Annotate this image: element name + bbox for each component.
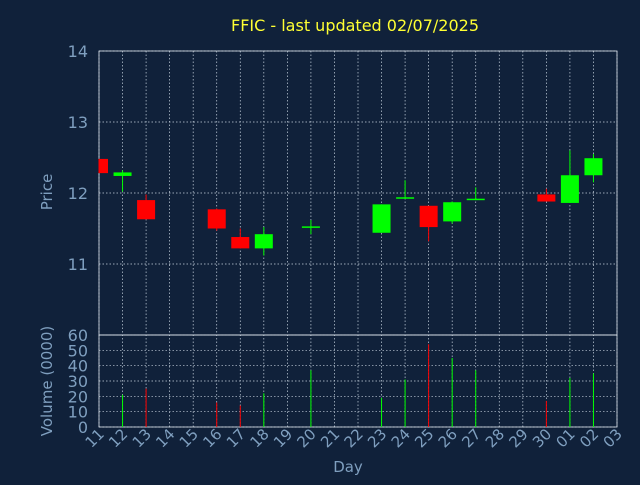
volume-axis-label: Volume (0000) xyxy=(38,326,56,436)
day-tick-label: 18 xyxy=(246,425,272,451)
candle xyxy=(207,208,226,231)
price-axis-label: Price xyxy=(38,174,56,211)
candle-body xyxy=(113,172,132,176)
candle xyxy=(537,188,556,202)
price-tick-label: 11 xyxy=(68,255,88,274)
candle xyxy=(137,194,156,220)
candle-body xyxy=(466,198,485,201)
candle xyxy=(466,187,485,201)
plot-frames xyxy=(98,50,618,428)
day-tick-label: 13 xyxy=(129,425,155,451)
chart-title: FFIC - last updated 02/07/2025 xyxy=(231,16,479,35)
day-tick-label: 20 xyxy=(294,425,320,451)
candle-body xyxy=(396,197,415,199)
day-tick-label: 12 xyxy=(105,425,131,451)
price-candles xyxy=(98,150,603,256)
candle-body xyxy=(443,202,462,222)
candle xyxy=(301,219,320,235)
candle xyxy=(98,158,108,174)
volume-tick-label: 10 xyxy=(68,403,88,422)
candle-body xyxy=(419,205,438,228)
candle xyxy=(584,153,603,183)
volume-bars xyxy=(122,344,594,427)
candle xyxy=(231,228,250,249)
day-tick-label: 03 xyxy=(600,425,626,451)
candle xyxy=(372,204,391,233)
volume-tick-label: 0 xyxy=(78,418,88,437)
price-tick-label: 12 xyxy=(68,184,88,203)
candle xyxy=(443,201,462,224)
candle xyxy=(560,150,579,203)
candle-body xyxy=(207,209,226,229)
volume-tick-label: 50 xyxy=(68,341,88,360)
candle-body xyxy=(301,226,320,228)
day-tick-label: 14 xyxy=(152,425,178,451)
day-tick-label: 17 xyxy=(223,425,249,451)
day-tick-label: 22 xyxy=(341,425,367,451)
day-tick-label: 02 xyxy=(576,425,602,451)
day-axis-label: Day xyxy=(333,458,363,476)
day-tick-label: 24 xyxy=(388,425,414,451)
candle-body xyxy=(254,234,273,249)
day-tick-label: 27 xyxy=(458,425,484,451)
volume-tick-label: 60 xyxy=(68,326,88,345)
day-tick-label: 26 xyxy=(435,425,461,451)
volume-tick-label: 20 xyxy=(68,387,88,406)
candle xyxy=(396,180,415,199)
candle xyxy=(254,227,273,256)
day-tick-label: 19 xyxy=(270,425,296,451)
candle-body xyxy=(560,175,579,203)
day-tick-label: 28 xyxy=(482,425,508,451)
volume-tick-label: 30 xyxy=(68,372,88,391)
gridlines xyxy=(98,50,618,428)
candle xyxy=(419,205,438,242)
candle-body xyxy=(137,200,156,220)
day-tick-label: 16 xyxy=(199,425,225,451)
candle-body xyxy=(537,194,556,202)
day-tick-label: 23 xyxy=(364,425,390,451)
candle-body xyxy=(231,237,250,249)
price-tick-label: 14 xyxy=(68,42,88,61)
price-tick-labels: 11 12 13 14 xyxy=(68,42,88,274)
candle-body xyxy=(372,204,391,233)
candle xyxy=(113,170,132,192)
day-tick-label: 30 xyxy=(529,425,555,451)
price-tick-label: 13 xyxy=(68,113,88,132)
candle-body xyxy=(584,158,603,176)
volume-panel-frame xyxy=(98,334,618,428)
candle-body xyxy=(99,158,108,174)
day-tick-label: 25 xyxy=(411,425,437,451)
day-tick-label: 01 xyxy=(553,425,579,451)
day-tick-labels: 1112131415161718192021222324252627282930… xyxy=(82,425,626,451)
volume-tick-label: 40 xyxy=(68,357,88,376)
day-tick-label: 29 xyxy=(505,425,531,451)
day-tick-label: 21 xyxy=(317,425,343,451)
day-tick-label: 15 xyxy=(176,425,202,451)
